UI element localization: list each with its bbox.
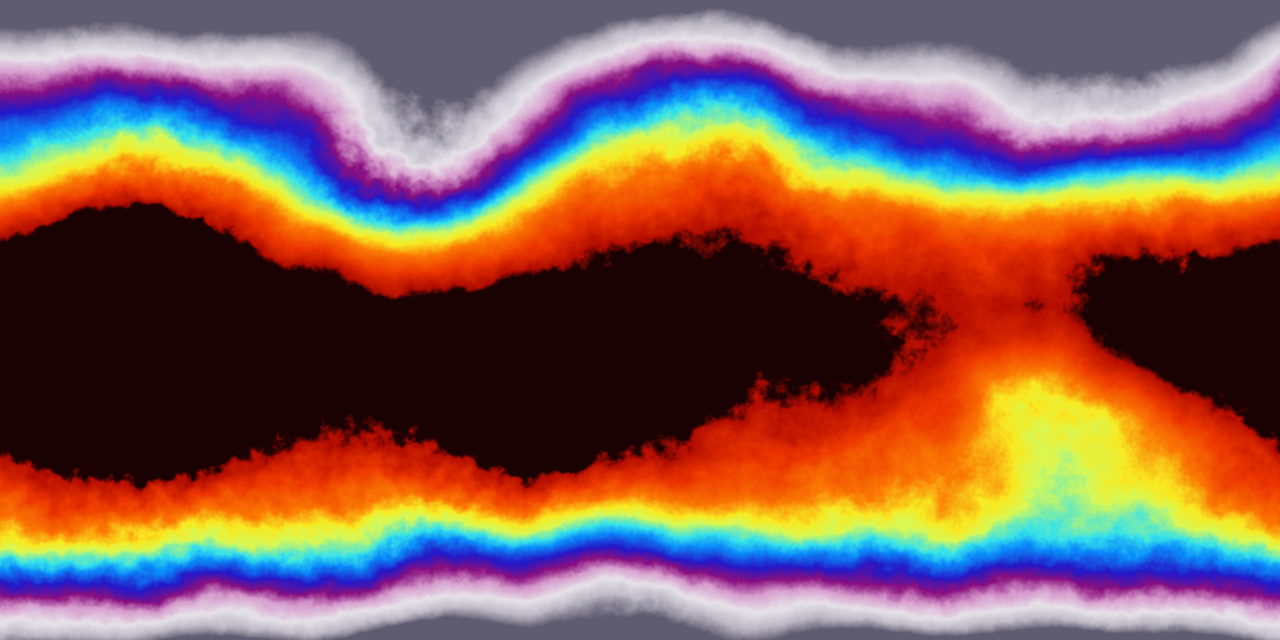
global-temperature-map	[0, 0, 1280, 640]
temperature-field-canvas	[0, 0, 1280, 640]
